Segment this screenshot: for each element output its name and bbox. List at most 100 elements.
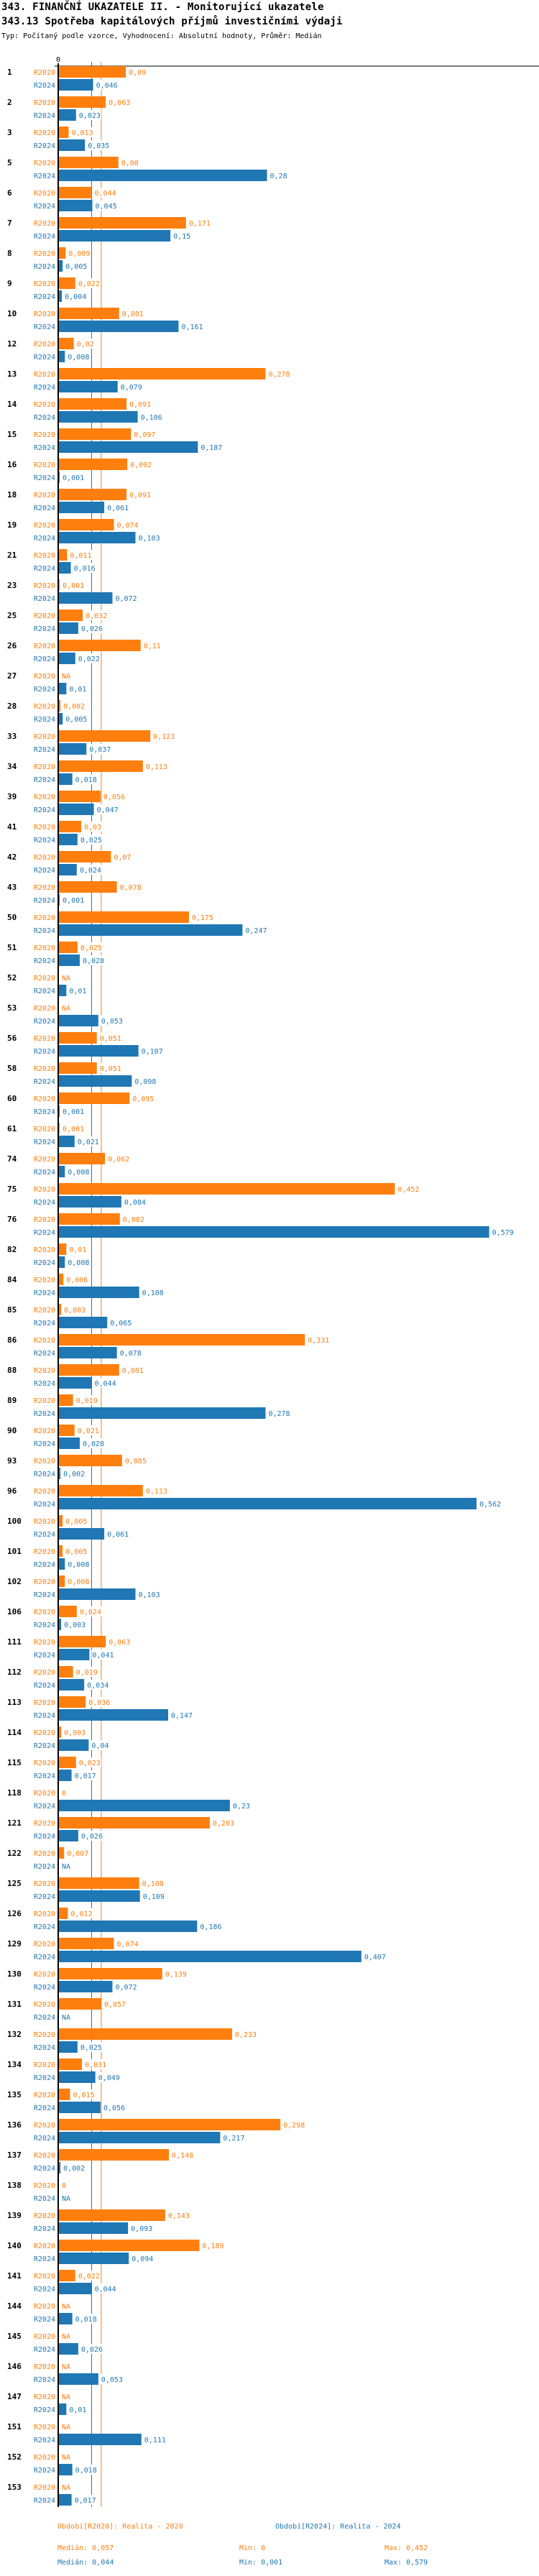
- category-label: 7: [7, 218, 12, 228]
- value-label-bg: [77, 653, 101, 663]
- value-label-r2020: 0,078: [120, 884, 142, 892]
- value-label-r2020: 0,005: [65, 1548, 87, 1556]
- series-label-r2020: R2020: [34, 1005, 55, 1013]
- value-label-bg: [61, 2482, 71, 2492]
- value-label-r2020: 0: [62, 1790, 66, 1798]
- series-label-r2024: R2024: [34, 716, 55, 724]
- bar-r2024: [59, 2253, 129, 2264]
- series-label-r2024: R2024: [34, 2104, 55, 2112]
- category-label: 101: [7, 1547, 22, 1556]
- value-label-r2024: 0,247: [245, 927, 267, 935]
- category-label: 50: [7, 913, 17, 922]
- bar-r2020: [59, 1757, 76, 1768]
- chart-meta: Typ: Počítaný podle vzorce, Vyhodnocení:…: [1, 32, 322, 40]
- value-label-r2020: NA: [62, 2454, 70, 2462]
- value-label-bg: [282, 2120, 306, 2130]
- value-label-bg: [141, 1287, 165, 1297]
- category-label: 111: [7, 1637, 22, 1647]
- bar-r2020: [59, 459, 128, 470]
- value-label-bg: [65, 714, 88, 724]
- series-label-r2020: R2020: [34, 1397, 55, 1405]
- bar-r2024: [59, 954, 80, 966]
- value-label-r2020: 0,02: [77, 341, 94, 349]
- value-label-bg: [67, 1167, 91, 1177]
- value-label-bg: [91, 1740, 110, 1750]
- series-label-r2024: R2024: [34, 1471, 55, 1478]
- value-label-r2024: 0,001: [63, 474, 84, 482]
- series-label-r2020: R2020: [34, 733, 55, 741]
- category-label: 51: [7, 943, 17, 952]
- series-label-r2024: R2024: [34, 746, 55, 754]
- series-label-r2024: R2024: [34, 2074, 55, 2082]
- value-label-bg: [65, 1546, 88, 1556]
- series-label-r2020: R2020: [34, 1971, 55, 1979]
- value-label-r2020: 0,019: [76, 1669, 98, 1677]
- bar-r2024: [59, 1287, 139, 1298]
- value-label-r2020: NA: [62, 1005, 70, 1013]
- series-label-r2024: R2024: [34, 2406, 55, 2414]
- value-label-r2024: 0,15: [173, 233, 190, 241]
- bar-r2024: [59, 1619, 62, 1630]
- series-label-r2020: R2020: [34, 763, 55, 771]
- category-label: 56: [7, 1034, 17, 1043]
- value-label-bg: [170, 1710, 193, 1720]
- category-label: 115: [7, 1758, 22, 1767]
- value-label-bg: [123, 1197, 147, 1207]
- bar-r2024: [59, 773, 73, 785]
- series-label-r2020: R2020: [34, 522, 55, 530]
- value-label-r2024: 0,035: [88, 142, 109, 150]
- series-label-r2020: R2020: [34, 1880, 55, 1888]
- category-label: 15: [7, 430, 17, 439]
- value-label-bg: [61, 2180, 67, 2190]
- bar-r2020: [59, 338, 74, 349]
- bar-r2024: [59, 834, 78, 845]
- series-label-r2020: R2020: [34, 2031, 55, 2039]
- value-label-r2020: 0,123: [153, 733, 175, 741]
- value-label-bg: [67, 1559, 91, 1569]
- category-label: 43: [7, 883, 17, 892]
- value-label-r2024: 0,041: [92, 1652, 114, 1660]
- series-label-r2020: R2020: [34, 401, 55, 409]
- bar-r2024: [59, 351, 65, 362]
- category-label: 146: [7, 2362, 22, 2371]
- series-label-r2020: R2020: [34, 280, 55, 288]
- value-label-bg: [70, 127, 94, 137]
- category-label: 16: [7, 460, 17, 469]
- value-label-r2020: 0,148: [172, 2152, 193, 2160]
- category-label: 102: [7, 1577, 22, 1586]
- series-label-r2024: R2024: [34, 2346, 55, 2354]
- value-label-bg: [80, 1831, 103, 1841]
- bar-r2020: [59, 730, 151, 742]
- value-label-r2024: 0,065: [110, 1320, 132, 1328]
- value-label-bg: [267, 369, 291, 379]
- bar-r2024: [59, 1438, 80, 1449]
- bar-r2024: [59, 1075, 132, 1087]
- bar-r2020: [59, 2119, 281, 2130]
- bar-r2020: [59, 1123, 60, 1134]
- series-label-r2020: R2020: [34, 2363, 55, 2371]
- value-label-r2024: 0,01: [69, 2406, 86, 2414]
- value-label-bg: [67, 1576, 91, 1586]
- category-label: 14: [7, 400, 17, 409]
- category-label: 96: [7, 1486, 17, 1496]
- series-label-r2024: R2024: [34, 1289, 55, 1297]
- bar-r2024: [59, 592, 113, 604]
- bar-r2024: [59, 622, 78, 634]
- series-label-r2020: R2020: [34, 1458, 55, 1466]
- value-label-bg: [61, 2012, 71, 2022]
- value-label-r2024: NA: [62, 2014, 70, 2022]
- series-label-r2024: R2024: [34, 2437, 55, 2444]
- value-label-bg: [62, 1106, 86, 1116]
- series-label-r2020: R2020: [34, 1941, 55, 1949]
- value-label-r2020: 0,051: [100, 1035, 121, 1043]
- value-label-bg: [67, 351, 91, 362]
- value-label-r2024: 0,017: [75, 1772, 96, 1780]
- category-label: 19: [7, 520, 17, 530]
- value-label-bg: [61, 2361, 71, 2371]
- series-label-r2020: R2020: [34, 1488, 55, 1496]
- series-label-r2024: R2024: [34, 806, 55, 814]
- value-label-r2020: 0,452: [397, 1186, 419, 1194]
- value-label-bg: [86, 1680, 110, 1690]
- value-label-bg: [188, 218, 211, 228]
- value-label-bg: [80, 623, 103, 633]
